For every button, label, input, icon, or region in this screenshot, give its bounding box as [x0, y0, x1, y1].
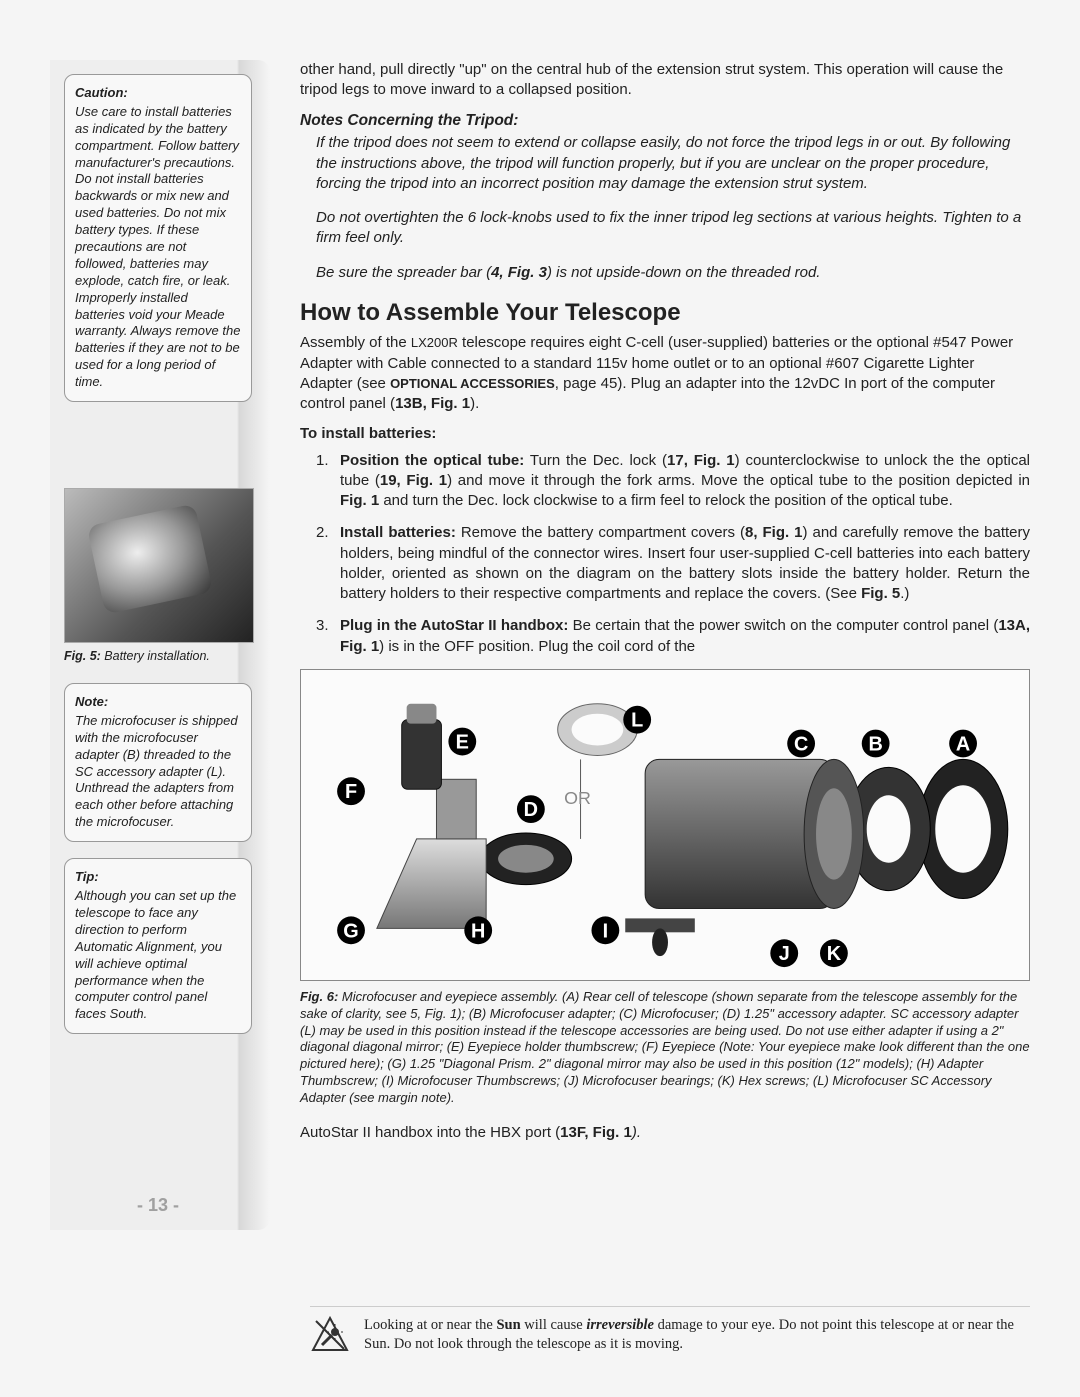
fig5-rest: Battery installation.: [101, 649, 210, 663]
step-1: 1. Position the optical tube: Turn the D…: [316, 451, 1030, 512]
ap-ref: 13B, Fig. 1: [395, 395, 470, 412]
ft-b: will cause: [521, 1317, 587, 1333]
step3-lead: Plug in the AutoStar II handbox:: [340, 617, 568, 634]
step-2: 2. Install batteries: Remove the battery…: [316, 523, 1030, 604]
tip-body: Although you can set up the telescope to…: [75, 888, 241, 1023]
s1d: and turn the Dec. lock clockwise to a fi…: [379, 492, 953, 509]
svg-text:E: E: [456, 731, 469, 753]
note3-b: 4, Fig. 3: [491, 264, 547, 281]
tripod-notes-heading: Notes Concerning the Tripod:: [300, 111, 1030, 132]
ft-sun: Sun: [496, 1317, 520, 1333]
diagram-svg: L E F D C B A G H I J K OR: [301, 670, 1029, 980]
note3-a: Be sure the spreader bar (: [316, 264, 491, 281]
step2-num: 2.: [316, 523, 340, 604]
s1r3: Fig. 1: [340, 492, 379, 509]
step3-num: 3.: [316, 616, 340, 657]
af-b: ).: [632, 1124, 641, 1141]
tripod-note-1: If the tripod does not seem to extend or…: [316, 133, 1030, 194]
s1c: ) and move it through the fork arms. Mov…: [447, 472, 1030, 489]
sun-warning-icon: [310, 1315, 350, 1355]
fig6-lead: Fig. 6:: [300, 989, 338, 1004]
af-ref: 13F, Fig. 1: [560, 1124, 632, 1141]
battery-photo: [64, 488, 254, 643]
caution-body: Use care to install batteries as indicat…: [75, 104, 241, 391]
assemble-para: Assembly of the LX200R telescope require…: [300, 333, 1030, 414]
page-body: Caution: Use care to install batteries a…: [50, 60, 1030, 1230]
ap-d: ).: [470, 395, 479, 412]
caution-callout: Caution: Use care to install batteries a…: [64, 74, 252, 402]
step2-lead: Install batteries:: [340, 524, 456, 541]
step2-text: Install batteries: Remove the battery co…: [340, 523, 1030, 604]
svg-text:C: C: [794, 733, 808, 755]
ap-model: LX200R: [411, 335, 458, 350]
s2a: Remove the battery compartment covers (: [456, 524, 745, 541]
tip-callout: Tip: Although you can set up the telesco…: [64, 858, 252, 1034]
s1a: Turn the Dec. lock (: [524, 452, 667, 469]
step3-text: Plug in the AutoStar II handbox: Be cert…: [340, 616, 1030, 657]
svg-text:I: I: [603, 920, 609, 942]
sidebar: Caution: Use care to install batteries a…: [50, 60, 270, 1230]
s3b: ) is in the OFF position. Plug the coil …: [379, 638, 695, 655]
s1r1: 17, Fig. 1: [667, 452, 735, 469]
svg-text:F: F: [345, 781, 357, 803]
fig6-body: Microfocuser and eyepiece assembly. (A) …: [300, 989, 1030, 1105]
ap-a: Assembly of the: [300, 334, 411, 351]
sun-warning-footer: Looking at or near the Sun will cause ir…: [310, 1315, 1030, 1355]
step1-text: Position the optical tube: Turn the Dec.…: [340, 451, 1030, 512]
s3a: Be certain that the power switch on the …: [568, 617, 998, 634]
s1r2: 19, Fig. 1: [380, 472, 447, 489]
s2c: .): [900, 585, 909, 602]
assemble-heading: How to Assemble Your Telescope: [300, 297, 1030, 329]
ft-irr: irreversible: [586, 1317, 654, 1333]
svg-text:D: D: [524, 799, 538, 821]
af-a: AutoStar II handbox into the HBX port (: [300, 1124, 560, 1141]
step1-num: 1.: [316, 451, 340, 512]
note3-c: ) is not upside-down on the threaded rod…: [547, 264, 821, 281]
fig6-caption: Fig. 6: Microfocuser and eyepiece assemb…: [300, 989, 1030, 1107]
svg-text:J: J: [779, 943, 790, 965]
tip-title: Tip:: [75, 869, 241, 886]
footer-divider: [310, 1306, 1030, 1307]
svg-text:OR: OR: [564, 788, 591, 808]
svg-text:L: L: [631, 709, 643, 731]
spacer: [64, 418, 252, 478]
install-heading: To install batteries:: [300, 424, 1030, 444]
s2r1: 8, Fig. 1: [745, 524, 802, 541]
svg-text:A: A: [956, 733, 970, 755]
fig5-caption: Fig. 5: Battery installation.: [64, 649, 252, 663]
s2r2: Fig. 5: [861, 585, 900, 602]
main-column: other hand, pull directly "up" on the ce…: [300, 60, 1030, 1230]
note-body: The microfocuser is shipped with the mic…: [75, 713, 241, 831]
note-title: Note:: [75, 694, 241, 711]
svg-text:B: B: [868, 733, 882, 755]
intro-para: other hand, pull directly "up" on the ce…: [300, 60, 1030, 101]
figure-6-diagram: L E F D C B A G H I J K OR: [300, 669, 1030, 981]
step1-lead: Position the optical tube:: [340, 452, 524, 469]
fig5-bold: Fig. 5:: [64, 649, 101, 663]
page-number: - 13 -: [64, 1195, 252, 1216]
caution-title: Caution:: [75, 85, 241, 102]
footer-text: Looking at or near the Sun will cause ir…: [364, 1316, 1030, 1354]
ft-a: Looking at or near the: [364, 1317, 496, 1333]
svg-text:H: H: [471, 920, 485, 942]
ap-opt: OPTIONAL ACCESSORIES: [390, 376, 555, 391]
svg-text:G: G: [343, 920, 358, 942]
tripod-note-3: Be sure the spreader bar (4, Fig. 3) is …: [316, 263, 1030, 283]
after-fig-line: AutoStar II handbox into the HBX port (1…: [300, 1123, 1030, 1143]
svg-text:K: K: [827, 943, 842, 965]
step-3: 3. Plug in the AutoStar II handbox: Be c…: [316, 616, 1030, 657]
tripod-note-2: Do not overtighten the 6 lock-knobs used…: [316, 208, 1030, 249]
note-callout: Note: The microfocuser is shipped with t…: [64, 683, 252, 842]
